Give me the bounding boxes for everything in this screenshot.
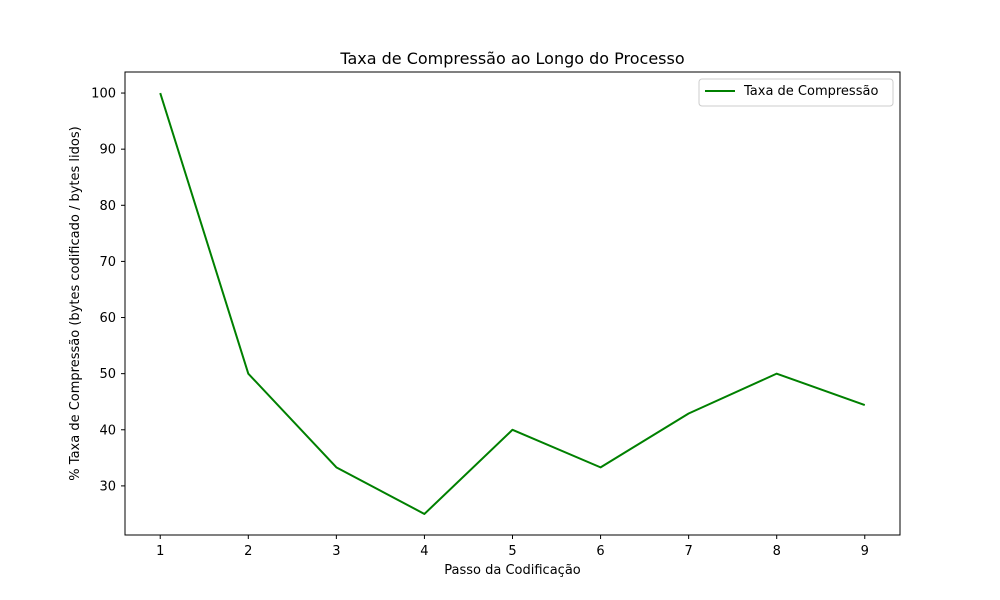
y-tick-label: 70 (99, 255, 116, 270)
y-tick-label: 60 (99, 311, 116, 326)
x-tick-label: 7 (684, 544, 692, 559)
plot-background (125, 72, 900, 535)
y-tick-label: 30 (99, 479, 116, 494)
data-point (688, 412, 690, 414)
y-tick-label: 90 (99, 143, 116, 158)
x-tick-label: 1 (156, 544, 164, 559)
chart-title: Taxa de Compressão ao Longo do Processo (339, 49, 684, 68)
x-tick-label: 4 (420, 544, 428, 559)
x-tick-label: 8 (773, 544, 781, 559)
y-tick-label: 40 (99, 423, 116, 438)
data-point (864, 404, 866, 406)
legend-label: Taxa de Compressão (743, 84, 878, 99)
y-tick-label: 100 (91, 87, 116, 102)
y-axis-ticks: 30 40 50 60 70 80 90 100 (91, 87, 125, 494)
data-point (600, 466, 602, 468)
data-point (159, 92, 161, 94)
data-point (423, 513, 425, 515)
y-tick-label: 80 (99, 199, 116, 214)
data-point (335, 466, 337, 468)
data-point (776, 373, 778, 375)
data-point (247, 373, 249, 375)
legend-box (698, 78, 894, 107)
y-axis-title: % Taxa de Compressão (bytes codificado /… (68, 126, 83, 480)
x-tick-label: 5 (508, 544, 516, 559)
y-tick-label: 50 (99, 367, 116, 382)
x-tick-label: 2 (244, 544, 252, 559)
x-tick-label: 3 (332, 544, 340, 559)
plot-area (125, 72, 900, 535)
plot-frame (124, 71, 901, 536)
x-tick-label: 9 (861, 544, 869, 559)
x-axis-ticks: 1 2 3 4 5 6 7 8 9 (156, 535, 869, 559)
series-layer (159, 92, 866, 515)
x-tick-label: 6 (596, 544, 604, 559)
x-axis-title: Passo da Codificação (444, 563, 581, 578)
legend: Taxa de Compressão (698, 78, 894, 107)
data-point (512, 429, 514, 431)
series-line-0 (159, 92, 866, 515)
